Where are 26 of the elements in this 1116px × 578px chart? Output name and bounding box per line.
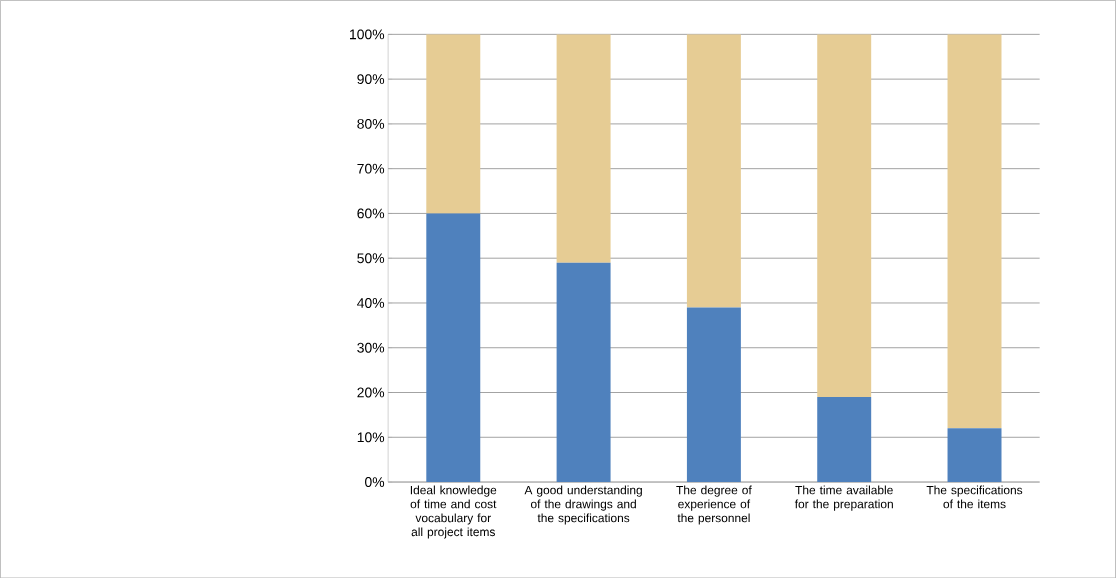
y-tick-label: 70%: [357, 163, 385, 174]
y-tick-label: 60%: [357, 208, 385, 219]
bar: [426, 34, 481, 214]
y-tick-label: 20%: [357, 387, 385, 398]
y-tick-label: 10%: [357, 432, 385, 443]
x-tick-label: Ideal knowledge of time and cost vocabulary for all project items: [410, 485, 497, 539]
y-tick-label: 90%: [357, 74, 385, 84]
y-tick-label: 40%: [357, 297, 385, 308]
bar: [947, 34, 1002, 429]
bar: [947, 428, 1002, 482]
bar: [556, 262, 611, 482]
bar: [426, 213, 481, 482]
bar: [817, 396, 872, 482]
y-tick-label: 80%: [357, 118, 385, 129]
y-tick-label: 100%: [350, 29, 385, 40]
x-tick-label: The specifications of the items: [926, 485, 1023, 509]
x-tick-label: The time available for the preparation: [794, 485, 893, 511]
y-tick-label: 30%: [357, 342, 385, 353]
bar: [556, 34, 611, 263]
bar: [817, 34, 872, 397]
bar: [686, 34, 741, 308]
x-tick-label: A good understanding of the drawings and the specifications: [524, 485, 642, 525]
bar: [686, 307, 741, 482]
y-tick-label: 0%: [365, 476, 385, 487]
y-tick-label: 50%: [357, 253, 385, 263]
x-tick-label: The degree of experience of the personnel: [676, 485, 752, 525]
